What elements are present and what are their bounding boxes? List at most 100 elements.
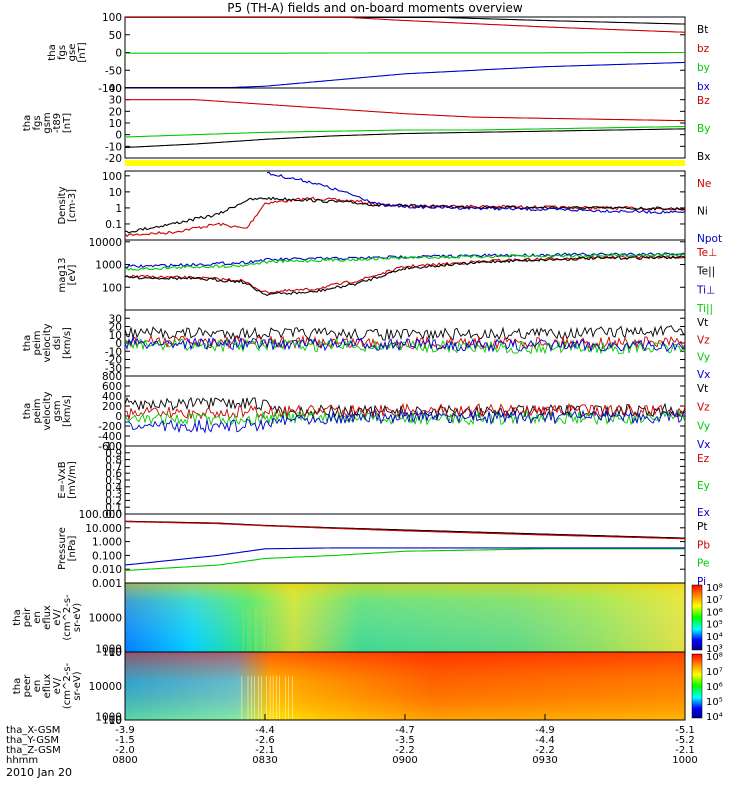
y-tick-label: 10000 [89,237,122,249]
x-axis-value: -2.1 [255,745,275,756]
legend-Vy: Vy [697,420,710,432]
y-tick-label: -30 [105,363,122,375]
y-axis-label-line: peer [22,674,33,698]
series-Vz [124,334,686,351]
legend-Vz: Vz [697,334,710,346]
series-Vt [124,325,686,341]
y-tick-label: 10 [109,715,122,727]
y-axis-label-line: eV/ [52,677,63,694]
y-axis-label-line: Pressure [57,527,68,570]
y-axis-label-line: tha [22,115,33,131]
y-axis-label-line: gsm [52,400,63,421]
legend-bz: bz [697,43,710,55]
legend-Ey: Ey [697,480,710,492]
legend-Vt: Vt [697,317,708,329]
series-Bx [124,128,686,149]
y-tick-label: -400 [98,431,122,443]
legend-Vx: Vx [697,369,710,381]
y-tick-label: 0.0 [105,509,122,521]
spectrogram-overlay [125,583,685,652]
colorbar-tick-label: 10⁴ [706,632,723,643]
spectrogram-overlay [125,652,685,720]
y-axis-label-line: en [32,611,43,624]
x-axis-value: -4.4 [255,725,275,736]
legend-Te||: Te|| [696,266,715,278]
date-label: 2010 Jan 20 [6,766,72,779]
y-axis-label-line: [nPa] [67,535,78,561]
y-tick-label: 30 [109,313,122,325]
y-axis-label-line: Density [57,186,68,224]
x-axis-value: -2.2 [395,745,415,756]
y-tick-label: 50 [109,30,122,42]
y-tick-label: 0.8 [105,455,122,467]
x-axis-value: -5.2 [675,735,695,746]
y-tick-label: 0.001 [92,578,122,590]
legend-bx: bx [697,81,710,93]
y-tick-label: 0.1 [105,502,122,514]
x-axis-row-label: tha_X-GSM [6,725,60,736]
x-axis-value: 0800 [112,755,137,766]
legend-Ex: Ex [697,507,710,519]
y-tick-label: -20 [105,355,122,367]
colorbar-tick-label: 10⁵ [706,620,723,631]
y-tick-label: 200 [102,401,122,413]
y-axis-label-line: [eV] [67,265,78,286]
colorbar-tick-label: 10⁵ [706,697,723,708]
y-axis-label-line: (cm^2-s- [62,662,73,709]
x-axis-annotation: tha_X-GSM -3.9 -4.4 -4.7 -4.9 -5.1 tha_Y-GSM -1… [6,714,698,766]
legend-Ni: Ni [697,206,708,218]
colorbar [691,653,703,719]
panel-frame [124,239,686,311]
x-axis-value: 1000 [672,755,697,766]
x-axis-row-label: tha_Y-GSM [6,735,59,746]
y-tick-label: 0.6 [105,468,122,480]
spectrograms [124,582,686,721]
x-axis-value: -3.9 [115,725,135,736]
y-tick-label: 0 [115,130,122,142]
y-tick-label: 0.2 [105,495,122,507]
y-tick-label: -100 [98,83,122,95]
y-axis-label-line: peir [22,607,33,627]
y-tick-label: 0.9 [105,448,122,460]
legend-Ne: Ne [697,178,711,190]
y-axis-label-line: gse [67,44,78,62]
x-axis-value: -4.4 [535,735,555,746]
series-Pb [124,521,686,540]
series-Ne [124,196,686,238]
y-tick-label: 800 [102,371,122,383]
y-axis-label-line: eflux [42,605,53,630]
y-tick-label: 1000 [95,712,122,724]
y-axis-label-line: [nT] [77,42,88,62]
y-tick-label: 0.100 [92,550,122,562]
y-tick-label: -50 [105,65,122,77]
series-Vx [124,335,686,353]
legend-Pt: Pt [697,521,707,533]
y-tick-label: 10 [109,187,122,199]
series-Vx [124,409,686,434]
y-axis-label-line: tha [22,335,33,351]
y-axis-label-line: dsl [52,336,63,350]
x-axis-value: 0830 [252,755,277,766]
colorbar-tick-label: 10⁶ [706,607,723,618]
y-axis-label-line: [km/s] [62,395,73,427]
series-Vt [124,396,686,419]
x-axis-value: -3.5 [395,735,415,746]
y-tick-label: 100 [102,715,122,727]
y-axis-label-line: fgs [57,45,68,60]
y-axis-label-line: (cm^2-s- [62,594,73,641]
legend-Ti||: Ti|| [696,303,713,315]
y-axis-label-line: tha [47,44,58,60]
y-tick-label: 20 [109,106,122,118]
legend-Te⊥: Te⊥ [696,247,717,259]
series-Pt [124,520,686,539]
y-axis-label-line: mag13 [57,258,68,293]
legend-Npot: Npot [697,233,722,245]
legend-Bt: Bt [697,24,708,36]
y-axis-label-line: eflux [42,674,53,699]
y-axis-label-line: peim [32,330,43,355]
y-tick-label: 100 [102,282,122,294]
y-tick-label: 40 [109,83,122,95]
y-tick-label: 0 [115,338,122,350]
